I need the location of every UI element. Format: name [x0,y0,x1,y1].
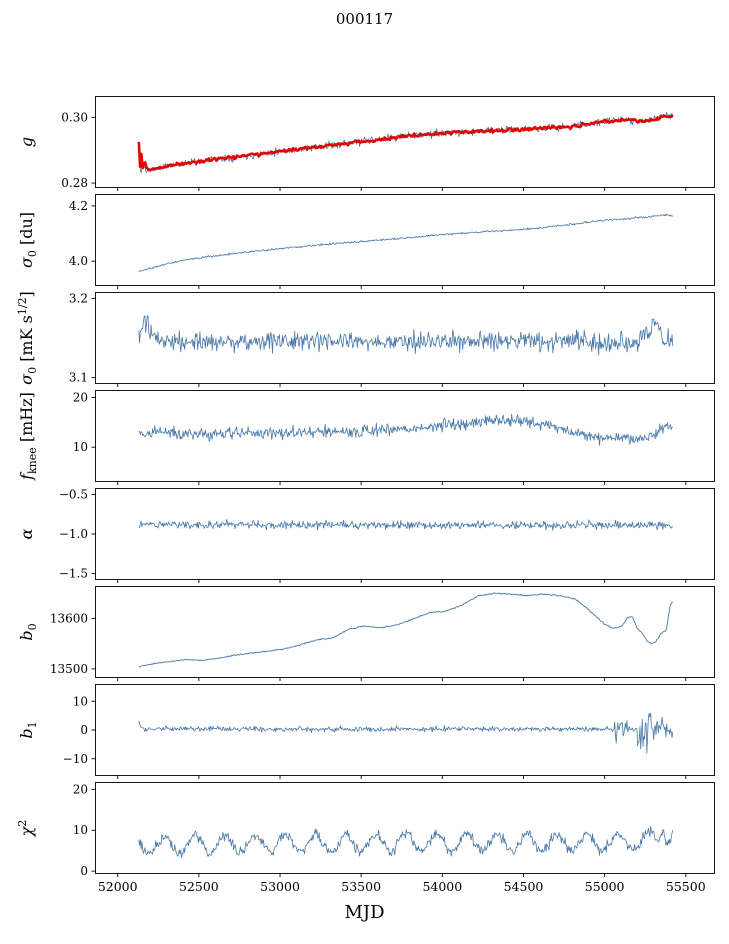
axes-box [95,782,715,874]
y-tick-label: 13600 [50,611,88,625]
series-b1 [138,712,674,754]
y-tick-label: 0 [80,723,88,737]
y-axis-label-chi2: χ2 [16,820,36,838]
x-tick-label: 52500 [179,879,219,894]
y-tick-label: 10 [73,440,88,454]
x-tick-label: 53000 [260,879,300,894]
subplot-alpha: −0.5 −1.0 −1.5 α [17,487,715,583]
y-tick-label: −10 [63,752,88,766]
y-tick-label: 20 [73,782,88,796]
series-g-binned [137,114,674,172]
subplot-sigma0-du: 4.0 4.2 σ0 [du] [17,194,715,289]
axes-box [95,292,715,384]
subplot-sigma0-mk: 3.1 3.2 σ0 [mK s1/2] [16,291,715,387]
series-fknee [138,413,673,446]
y-axis-label-g: g [17,137,36,147]
subplot-fknee: 10 20 fknee [mHz] [17,390,715,485]
y-tick-label: 4.2 [69,199,88,213]
y-tick-label: 0.28 [61,176,88,190]
y-axis-label-b0: b0 [17,623,39,640]
y-axis-label-b1: b1 [17,721,39,738]
y-tick-label: −0.5 [59,487,88,501]
axes-box [95,194,715,286]
axes-box [95,684,715,776]
y-axis-label-sigma0-mk: σ0 [mK s1/2] [16,291,39,385]
y-axis-label-sigma0-du: σ0 [du] [17,212,39,268]
x-axis-label: MJD [344,902,385,923]
x-tick-label: 54000 [422,879,462,894]
axes-box [95,390,715,482]
x-tick-label: 55000 [585,879,625,894]
series-sigma0-du [138,213,674,272]
x-tick-label: 54500 [504,879,544,894]
series-sigma0-mk [138,315,674,356]
x-tick-label: 55500 [666,879,706,894]
y-tick-label: 0.30 [61,110,88,124]
series-b0 [138,592,673,668]
y-tick-label: 13500 [50,662,88,676]
y-tick-label: 10 [73,823,88,837]
y-tick-label: 3.1 [69,371,88,385]
y-tick-label: 0 [80,864,88,878]
subplot-b1: 10 0 −10 b1 [17,684,715,779]
series-alpha [138,519,674,531]
subplot-b0: 13500 13600 b0 [17,586,715,681]
series-chi2 [138,826,674,858]
panels-container: 0.28 0.30 g 4.0 4.2 σ0 [du] 3.1 3.2 σ0 [mK s1/2]… [0,96,729,894]
chart-title: 000117 [335,10,394,28]
axes-box [95,586,715,678]
y-axis-label-fknee: fknee [mHz] [17,392,39,481]
series-g-raw [138,111,674,174]
x-tick-label: 52000 [98,879,138,894]
y-tick-label: 3.2 [69,291,88,305]
x-tick-label: 53500 [341,879,381,894]
subplot-chi2: 0 10 20 52000 52500 53000 53500 54000 54500 55000… [16,782,715,894]
axes-box [95,488,715,580]
y-tick-label: 20 [73,390,88,404]
y-tick-label: 10 [73,694,88,708]
subplot-g: 0.28 0.30 g [17,96,715,191]
y-tick-label: 4.0 [69,254,88,268]
axes-box [95,96,715,188]
y-axis-label-alpha: α [17,528,36,539]
y-tick-label: −1.5 [59,567,88,581]
y-tick-label: −1.0 [59,527,88,541]
